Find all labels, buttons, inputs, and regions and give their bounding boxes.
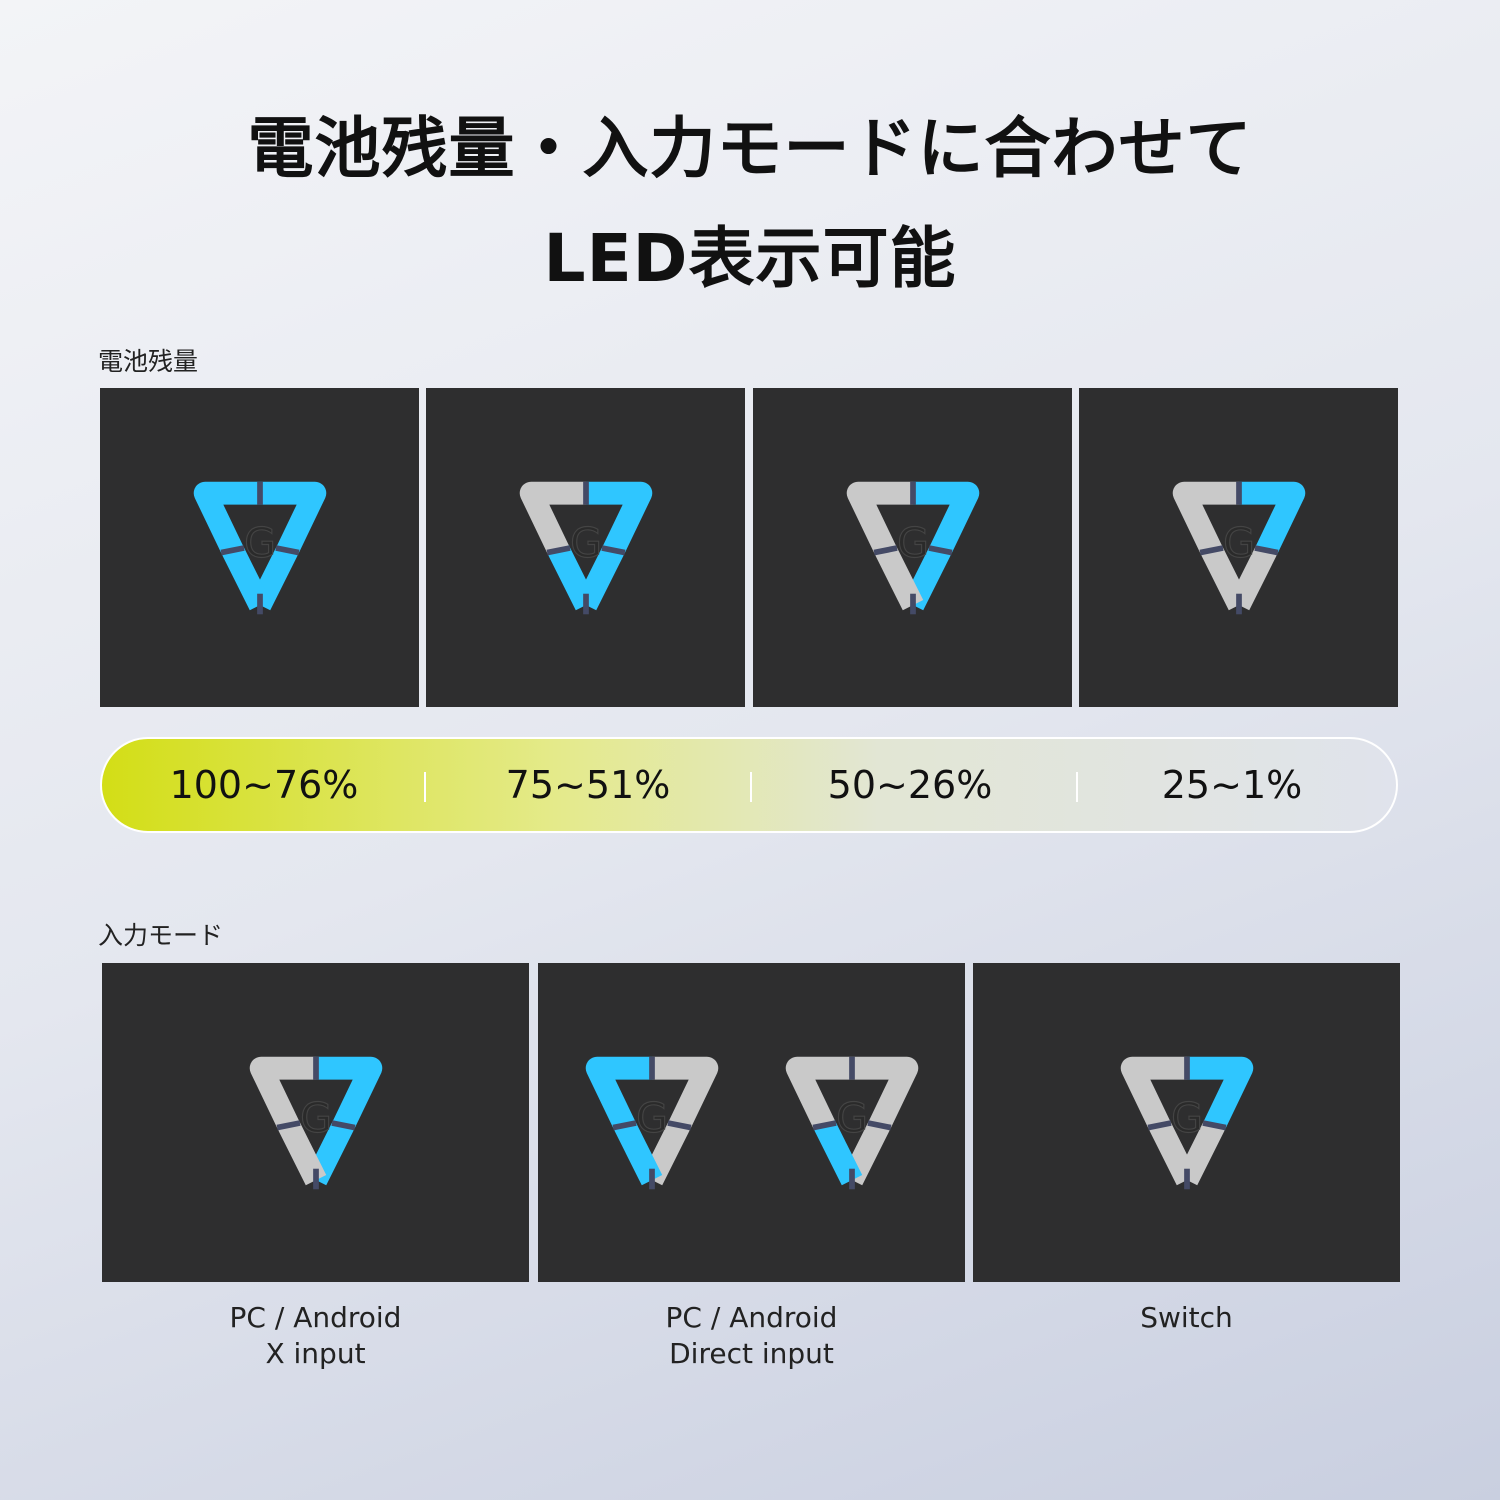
segment-gap xyxy=(1253,544,1278,555)
led-segment-left-lower xyxy=(277,1119,326,1185)
led-segment-top-right xyxy=(912,481,979,555)
battery-led-tile: G xyxy=(1079,388,1398,707)
led-segment-top-left xyxy=(785,1056,852,1130)
segment-gap xyxy=(612,1119,637,1130)
divider xyxy=(750,772,752,802)
caption-line: X input xyxy=(265,1337,366,1370)
input-mode-led-tile: G xyxy=(973,963,1400,1282)
led-segment-top-right xyxy=(315,1056,382,1130)
segment-gap xyxy=(866,1119,891,1130)
segment-gap xyxy=(1201,1119,1226,1130)
led-segment-left-lower xyxy=(613,1119,662,1185)
led-triangle-icon: G xyxy=(585,1056,718,1189)
g-logo-icon: G xyxy=(1171,1094,1203,1142)
segment-gap xyxy=(220,544,245,555)
battery-range-bar: 100~76% 75~51% 50~26% 25~1% xyxy=(100,737,1398,833)
range-label: 50~26% xyxy=(827,763,993,807)
led-segment-top-right xyxy=(1238,481,1305,555)
battery-led-tile: G xyxy=(100,388,419,707)
led-segment-left-lower xyxy=(813,1119,862,1185)
headline-line2: LED表示可能 xyxy=(543,220,957,297)
range-label: 25~1% xyxy=(1161,763,1303,807)
caption-line: Switch xyxy=(1140,1301,1233,1334)
segment-gap xyxy=(276,1119,301,1130)
segment-gap xyxy=(812,1119,837,1130)
mode-caption-switch: Switch xyxy=(973,1300,1400,1336)
led-triangle-icon: G xyxy=(249,1056,382,1189)
led-segment-top-left xyxy=(1172,481,1239,555)
g-logo-icon: G xyxy=(836,1094,868,1142)
led-triangle-icon: G xyxy=(1172,481,1305,614)
range-label: 75~51% xyxy=(505,763,671,807)
led-segment-top-left xyxy=(846,481,913,555)
g-logo-icon: G xyxy=(244,519,276,567)
led-segment-top-left xyxy=(193,481,260,555)
led-triangle-icon: G xyxy=(519,481,652,614)
battery-section-label: 電池残量 xyxy=(98,347,199,376)
led-triangle-icon: G xyxy=(785,1056,918,1189)
led-triangle-icon: G xyxy=(1120,1056,1253,1189)
led-segment-top-left xyxy=(585,1056,652,1130)
segment-gap xyxy=(1147,1119,1172,1130)
led-segment-top-left xyxy=(1120,1056,1187,1130)
led-triangle-icon: G xyxy=(846,481,979,614)
range-label: 100~76% xyxy=(169,763,359,807)
battery-led-tile: G xyxy=(426,388,745,707)
led-segment-top-right xyxy=(585,481,652,555)
led-segment-top-right xyxy=(851,1056,918,1130)
caption-line: PC / Android xyxy=(665,1301,838,1334)
segment-gap xyxy=(1199,544,1224,555)
input-mode-led-tile: G xyxy=(102,963,529,1282)
g-logo-icon: G xyxy=(897,519,929,567)
divider xyxy=(424,772,426,802)
segment-gap xyxy=(546,544,571,555)
led-segment-top-right xyxy=(259,481,326,555)
led-segment-top-left xyxy=(249,1056,316,1130)
segment-gap xyxy=(274,544,299,555)
headline-line1: 電池残量・入力モードに合わせて xyxy=(247,110,1253,187)
led-segment-left-lower xyxy=(547,544,596,610)
caption-line: Direct input xyxy=(669,1337,834,1370)
segment-gap xyxy=(927,544,952,555)
led-segment-left-lower xyxy=(221,544,270,610)
led-segment-left-lower xyxy=(874,544,923,610)
divider xyxy=(1076,772,1078,802)
input-mode-section-label: 入力モード xyxy=(98,921,224,950)
led-segment-left-lower xyxy=(1148,1119,1197,1185)
g-logo-icon: G xyxy=(1223,519,1255,567)
led-triangle-icon: G xyxy=(193,481,326,614)
segment-gap xyxy=(666,1119,691,1130)
segment-gap xyxy=(330,1119,355,1130)
mode-caption-dinput: PC / Android Direct input xyxy=(538,1300,965,1372)
segment-gap xyxy=(873,544,898,555)
segment-gap xyxy=(600,544,625,555)
g-logo-icon: G xyxy=(570,519,602,567)
g-logo-icon: G xyxy=(636,1094,668,1142)
led-segment-top-left xyxy=(519,481,586,555)
led-segment-top-right xyxy=(1186,1056,1253,1130)
battery-led-tile: G xyxy=(753,388,1072,707)
led-segment-top-right xyxy=(651,1056,718,1130)
led-segment-left-lower xyxy=(1200,544,1249,610)
caption-line: PC / Android xyxy=(229,1301,402,1334)
g-logo-icon: G xyxy=(300,1094,332,1142)
mode-caption-xinput: PC / Android X input xyxy=(102,1300,529,1372)
